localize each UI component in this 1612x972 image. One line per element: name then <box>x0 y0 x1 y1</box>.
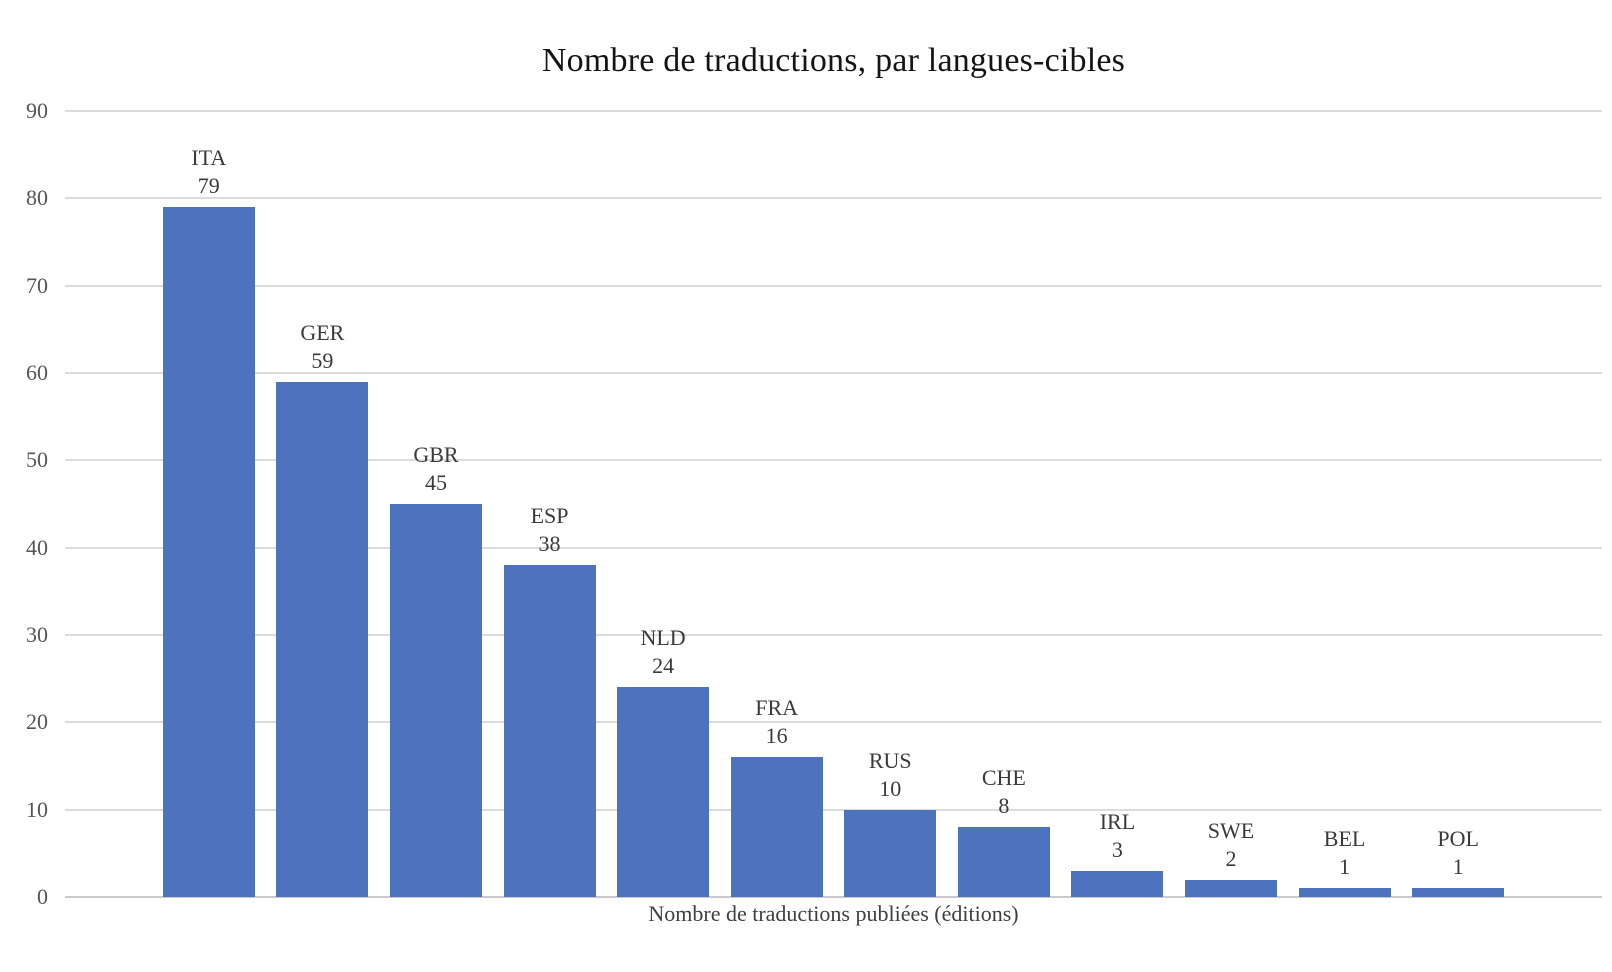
bar <box>389 504 482 897</box>
bar <box>957 827 1050 897</box>
bar-slot: NLD 24 <box>606 111 720 897</box>
bar-label-category: SWE <box>1207 817 1255 843</box>
plot-area: ITA 79 GER 59 GBR 45 ESP 38 NLD 24 FRA 16 RUS 10 CHE 8 I… <box>65 110 1602 898</box>
bar-label-value: 3 <box>1111 836 1123 862</box>
bar <box>844 809 937 897</box>
bar-label: GBR 45 <box>413 441 458 497</box>
bar <box>1184 879 1277 897</box>
bar-label: ITA 79 <box>191 144 226 200</box>
y-tick-label: 50 <box>26 447 48 473</box>
bar-slot: BEL 1 <box>1288 111 1402 897</box>
bar-slot: RUS 10 <box>833 111 947 897</box>
bar <box>730 757 823 897</box>
bar-label-value: 1 <box>1339 854 1351 880</box>
gridline <box>65 634 1602 636</box>
bar-label-value: 45 <box>424 470 447 495</box>
x-axis-line <box>65 896 1602 898</box>
bar-label-value: 2 <box>1225 845 1237 871</box>
bar <box>162 207 255 897</box>
bar-slot: CHE 8 <box>947 111 1061 897</box>
gridline <box>65 546 1602 549</box>
bar-label: GER 59 <box>300 319 344 375</box>
bar-label-value: 38 <box>538 531 561 557</box>
bars-layer: ITA 79 GER 59 GBR 45 ESP 38 NLD 24 FRA 16 RUS 10 CHE 8 I… <box>152 111 1515 897</box>
gridline <box>65 110 1602 112</box>
bar-label-category: ITA <box>191 145 227 171</box>
bar-label: NLD 24 <box>640 624 685 680</box>
bar-label-category: RUS <box>868 747 912 773</box>
y-tick-label: 40 <box>26 534 48 560</box>
bar-label-category: CHE <box>981 765 1026 791</box>
bar-label: CHE 8 <box>982 764 1026 820</box>
bar-label-category: GBR <box>413 442 459 467</box>
y-tick-label: 60 <box>26 360 48 385</box>
y-tick-label: 30 <box>26 622 48 647</box>
gridline <box>65 721 1602 724</box>
bar-label-value: 24 <box>652 653 675 679</box>
bar-label-category: ESP <box>530 503 569 529</box>
bar-label-value: 79 <box>197 173 220 199</box>
bar-label-category: BEL <box>1323 826 1366 852</box>
bar-label: POL 1 <box>1437 825 1479 881</box>
bar <box>276 381 369 897</box>
bar-label-category: IRL <box>1099 808 1136 834</box>
bar-slot: ESP 38 <box>493 111 607 897</box>
bar-slot: FRA 16 <box>720 111 834 897</box>
gridline <box>65 459 1602 462</box>
bar <box>1298 888 1391 897</box>
gridline <box>65 284 1602 287</box>
bar-slot: SWE 2 <box>1174 111 1288 897</box>
bar-label: SWE 2 <box>1208 817 1254 873</box>
bar-label: ESP 38 <box>531 502 569 558</box>
bar-label-category: NLD <box>640 625 686 651</box>
y-tick-label: 70 <box>26 272 48 298</box>
gridline <box>65 372 1602 374</box>
bar-slot: GBR 45 <box>379 111 493 897</box>
gridline <box>65 197 1602 200</box>
bar <box>1071 870 1164 897</box>
y-tick-label: 20 <box>26 709 48 735</box>
bar-slot: ITA 79 <box>152 111 266 897</box>
bar-slot: GER 59 <box>266 111 380 897</box>
bar-label-value: 8 <box>998 793 1010 819</box>
chart-title: Nombre de traductions, par langues-cible… <box>541 42 1126 79</box>
bar-label: FRA 16 <box>755 694 798 750</box>
y-tick-label: 80 <box>26 185 48 211</box>
y-tick-label: 10 <box>26 796 48 822</box>
y-tick-label: 0 <box>37 884 48 909</box>
y-tick-label: 90 <box>26 98 48 123</box>
bar-label-category: GER <box>300 319 345 345</box>
bar-label-value: 10 <box>879 775 902 801</box>
bar <box>1412 888 1505 897</box>
bar-slot: IRL 3 <box>1061 111 1175 897</box>
bar <box>503 565 596 897</box>
bar-slot: POL 1 <box>1401 111 1515 897</box>
bar-label-value: 16 <box>765 723 788 749</box>
bar-label-value: 1 <box>1452 854 1464 880</box>
gridline <box>65 808 1602 811</box>
bar-label-category: POL <box>1437 826 1479 852</box>
bar-label: BEL 1 <box>1324 825 1366 881</box>
bar-label: RUS 10 <box>869 747 912 803</box>
x-axis-label: Nombre de traductions publiées (éditions… <box>648 901 1019 926</box>
bar-label: IRL 3 <box>1100 808 1135 864</box>
bar-label-category: FRA <box>755 695 799 721</box>
gridlines-layer <box>65 110 1602 898</box>
bar-label-value: 59 <box>311 347 334 373</box>
bar <box>617 687 710 897</box>
y-axis: 0 10 20 30 40 50 60 70 80 90 <box>0 98 48 909</box>
